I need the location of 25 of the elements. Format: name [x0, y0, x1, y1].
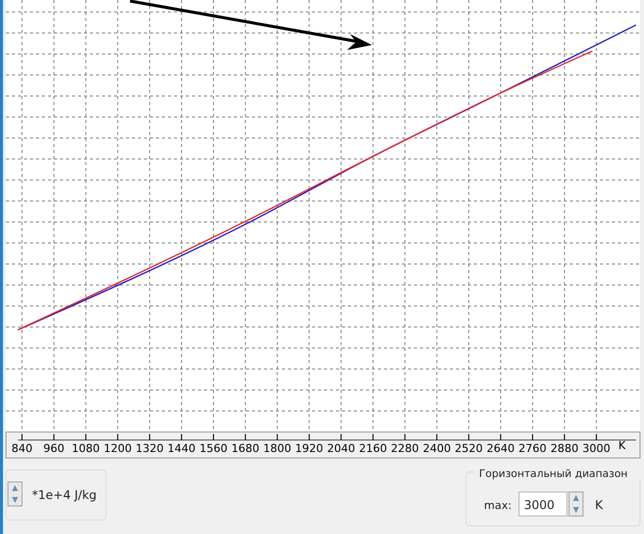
- x-tick-label: 1920: [295, 442, 324, 455]
- x-tick-label: 1440: [168, 442, 196, 455]
- x-tick-label: 3000: [582, 442, 610, 455]
- x-tick-label: 2280: [390, 442, 419, 455]
- x-tick-label: 2400: [422, 442, 451, 455]
- x-tick-label: 1680: [231, 442, 260, 455]
- text: 3000: [524, 498, 555, 512]
- x-tick-label: 1560: [199, 442, 228, 455]
- x-tick-label: 840: [11, 442, 32, 455]
- x-tick-label: 1200: [104, 442, 132, 455]
- x-tick-label: 1800: [263, 442, 292, 455]
- text: Горизонтальный диапазон: [479, 468, 628, 480]
- x-tick-label: 1320: [136, 442, 164, 455]
- x-tick-label: 960: [43, 442, 64, 455]
- text: max:: [484, 499, 512, 512]
- x-tick-label: 2040: [327, 442, 356, 455]
- x-tick-label: 2640: [486, 442, 515, 455]
- x-tick-label: 2520: [454, 442, 483, 455]
- text: K: [595, 498, 604, 512]
- x-tick-label: 2760: [518, 442, 547, 455]
- x-tick-label: 2880: [550, 442, 578, 455]
- x-axis-title: K: [618, 439, 626, 452]
- text: *1e+4 J/kg: [32, 488, 97, 502]
- x-tick-label: 1080: [72, 442, 100, 455]
- x-tick-label: 2160: [359, 442, 388, 455]
